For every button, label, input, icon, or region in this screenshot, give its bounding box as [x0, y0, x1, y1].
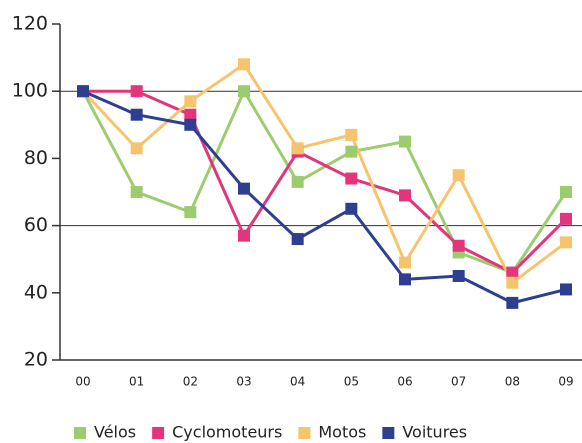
marker	[184, 118, 197, 131]
marker	[130, 142, 143, 155]
marker	[345, 145, 358, 158]
marker	[506, 276, 519, 289]
marker	[184, 108, 197, 121]
marker	[238, 182, 250, 195]
y-tick-label: 20	[24, 349, 48, 371]
legend-swatch	[152, 427, 165, 439]
legend-swatch	[382, 427, 395, 439]
marker	[130, 186, 143, 198]
x-tick-label: 05	[344, 375, 359, 389]
marker	[506, 296, 519, 309]
series-line	[81, 87, 568, 275]
legend-label: Vélos	[94, 423, 136, 442]
marker	[238, 85, 250, 98]
legend-label: Motos	[318, 423, 366, 442]
legend-swatch	[298, 427, 311, 439]
marker	[77, 85, 89, 98]
marker	[345, 128, 358, 141]
series-line	[82, 89, 567, 305]
marker	[130, 85, 143, 98]
marker	[291, 175, 304, 188]
marker	[184, 95, 197, 108]
marker	[130, 108, 143, 121]
marker	[560, 236, 572, 249]
marker	[399, 135, 411, 148]
y-tick-label: 40	[24, 281, 48, 303]
legend-swatch	[74, 427, 86, 439]
x-tick-label: 07	[451, 375, 466, 389]
marker	[506, 266, 519, 279]
legend-label: Cyclomoteurs	[172, 423, 282, 442]
marker	[452, 239, 465, 252]
legend-label: Voitures	[402, 423, 467, 442]
marker	[238, 58, 250, 71]
marker	[399, 273, 411, 286]
marker	[345, 202, 358, 215]
y-tick-label: 120	[12, 13, 48, 35]
series-line	[81, 62, 567, 286]
marker	[399, 256, 411, 269]
x-tick-label: 01	[129, 375, 144, 389]
x-tick-label: 08	[505, 375, 520, 389]
marker	[184, 206, 197, 219]
marker	[560, 212, 572, 225]
marker	[345, 172, 358, 185]
y-tick-label: 60	[24, 214, 48, 236]
marker	[560, 186, 572, 198]
marker	[238, 229, 250, 242]
x-tick-label: 00	[75, 375, 90, 389]
y-tick-label: 80	[24, 147, 48, 169]
x-tick-label: 03	[236, 375, 251, 389]
marker	[452, 246, 465, 259]
x-tick-label: 09	[558, 375, 573, 389]
marker	[291, 142, 304, 155]
marker	[560, 283, 572, 296]
marker	[452, 169, 465, 182]
marker	[452, 270, 465, 282]
series-line	[83, 89, 568, 275]
y-tick-label: 100	[12, 80, 48, 102]
marker	[291, 233, 304, 246]
x-tick-label: 04	[290, 375, 305, 389]
x-tick-label: 06	[397, 375, 412, 389]
x-tick-label: 02	[183, 375, 198, 389]
marker	[399, 189, 411, 202]
